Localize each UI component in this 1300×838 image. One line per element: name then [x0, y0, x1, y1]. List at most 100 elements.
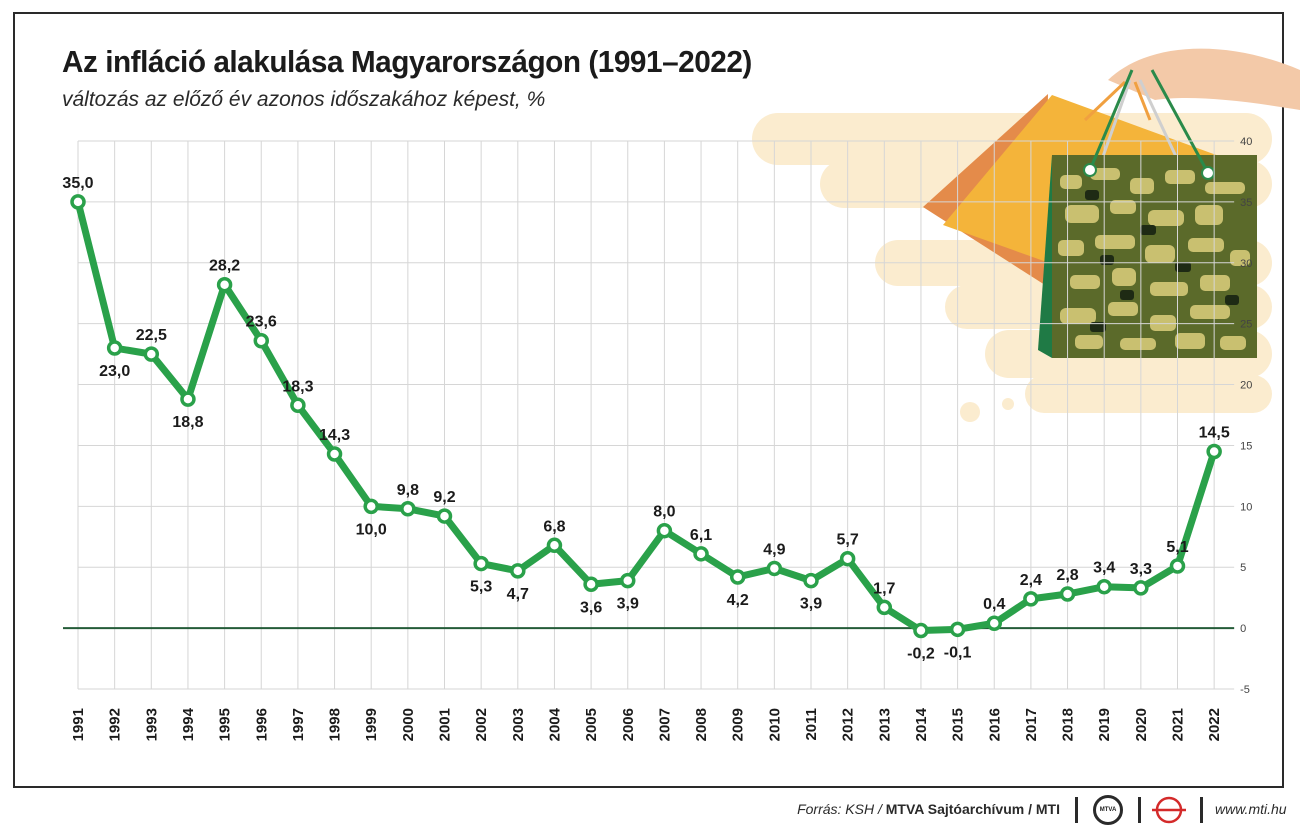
x-tick-label: 2010: [766, 708, 783, 741]
x-tick-label: 2002: [473, 708, 490, 741]
data-point: [656, 522, 673, 539]
x-tick-label: 1993: [143, 708, 160, 741]
data-labels: 35,0 23,0 22,5 18,8 28,2 23,6 18,3 14,3 10,0 9,8 9…: [62, 175, 1229, 663]
x-tick-label: 2022: [1206, 708, 1223, 741]
data-label: 23,6: [246, 314, 277, 331]
x-axis-ticks: 1991 1992 1993 1994 1995 1996 1997 1998 1999 2000…: [70, 707, 1223, 741]
x-tick-label: 2007: [656, 708, 673, 741]
x-tick-label: 2006: [620, 708, 637, 741]
x-tick-label: 2008: [693, 708, 710, 741]
data-point: [693, 546, 709, 562]
mtva-logo: MTVA: [1093, 795, 1123, 825]
x-tick-label: 2013: [876, 708, 893, 741]
data-label: 0,4: [983, 596, 1005, 613]
data-point: [1206, 443, 1222, 460]
data-label: 22,5: [136, 327, 167, 344]
data-point: [1023, 591, 1039, 607]
source-prefix: Forrás: KSH /: [797, 801, 886, 817]
data-label: 14,5: [1199, 425, 1230, 442]
x-tick-label: 2004: [546, 707, 563, 741]
data-label: 3,4: [1093, 560, 1115, 577]
data-point: [949, 621, 966, 638]
data-label: 1,7: [873, 580, 895, 597]
data-label: 5,7: [837, 532, 859, 549]
mti-url: www.mti.hu: [1215, 801, 1287, 817]
data-point: [1096, 578, 1112, 595]
x-tick-label: 1995: [217, 708, 234, 741]
shopping-bags-icon: [752, 48, 1300, 422]
data-label: 10,0: [356, 521, 387, 538]
data-label: 35,0: [62, 175, 93, 192]
data-label: 2,4: [1020, 572, 1042, 589]
data-label: 3,9: [617, 596, 639, 613]
source-agency: MTVA Sajtóarchívum / MTI: [885, 801, 1060, 817]
data-label: 3,9: [800, 596, 822, 613]
x-tick-label: 2021: [1170, 708, 1187, 741]
data-label: -0,2: [907, 646, 935, 663]
data-points: [70, 194, 1222, 639]
y-tick-label: 10: [1240, 501, 1252, 513]
data-point: [986, 615, 1002, 631]
horizontal-grid: [78, 140, 1235, 690]
x-tick-label: 1997: [290, 708, 307, 741]
source-credit: Forrás: KSH / MTVA Sajtóarchívum / MTI: [797, 801, 1060, 817]
data-point: [106, 340, 123, 356]
data-point: [473, 555, 489, 572]
data-point: [326, 446, 343, 462]
data-point: [400, 501, 416, 517]
data-point: [729, 569, 746, 585]
data-label: 6,1: [690, 527, 712, 544]
mti-logo: [1152, 796, 1186, 824]
data-point: [180, 391, 196, 407]
data-point: [839, 550, 856, 567]
data-point: [510, 563, 526, 579]
x-tick-label: 2009: [730, 708, 747, 741]
chart-title: Az infláció alakulása Magyarországon (19…: [62, 44, 752, 79]
data-label: 8,0: [653, 504, 675, 521]
chart-frame: [13, 12, 1284, 788]
data-label: 3,3: [1130, 561, 1152, 578]
y-tick-label: 0: [1240, 623, 1246, 635]
data-label: 23,0: [99, 363, 130, 380]
x-tick-label: 2005: [583, 708, 600, 741]
x-tick-label: 2012: [840, 708, 857, 741]
vertical-grid: [77, 141, 1215, 689]
x-tick-label: 2001: [437, 708, 454, 741]
x-tick-label: 1996: [253, 708, 270, 741]
data-label: 9,8: [397, 482, 419, 499]
data-point: [876, 599, 893, 616]
x-tick-label: 1998: [327, 708, 344, 741]
y-tick-label: 35: [1240, 197, 1252, 209]
data-point: [620, 572, 636, 589]
separator: [1075, 797, 1078, 823]
data-label: 5,3: [470, 579, 492, 596]
data-point: [1059, 586, 1076, 602]
x-tick-label: 2017: [1023, 708, 1040, 741]
data-point: [143, 346, 160, 362]
y-tick-label: -5: [1240, 684, 1250, 696]
y-axis-ticks: -5 0 5 10 15 20 25 30 35 40: [1240, 136, 1252, 696]
x-tick-label: 2018: [1060, 708, 1077, 741]
data-label: 4,9: [763, 541, 785, 558]
y-tick-label: 15: [1240, 440, 1252, 452]
data-point: [1133, 580, 1149, 596]
x-tick-label: 2003: [510, 708, 527, 741]
data-label: 4,7: [507, 586, 529, 603]
data-label: 28,2: [209, 258, 240, 275]
data-label: 2,8: [1056, 567, 1078, 584]
x-tick-label: 2019: [1096, 708, 1113, 741]
x-tick-label: 2020: [1133, 708, 1150, 741]
x-tick-label: 2015: [950, 708, 967, 741]
x-tick-label: 1991: [70, 708, 87, 741]
data-point: [253, 332, 269, 349]
data-point: [290, 397, 306, 414]
data-label: -0,1: [944, 644, 972, 661]
data-label: 6,8: [543, 518, 565, 535]
x-tick-label: 2016: [986, 708, 1003, 741]
y-tick-label: 30: [1240, 258, 1252, 270]
data-point: [583, 576, 599, 593]
x-tick-label: 1999: [363, 708, 380, 741]
data-point: [546, 537, 563, 554]
data-point: [766, 560, 783, 577]
